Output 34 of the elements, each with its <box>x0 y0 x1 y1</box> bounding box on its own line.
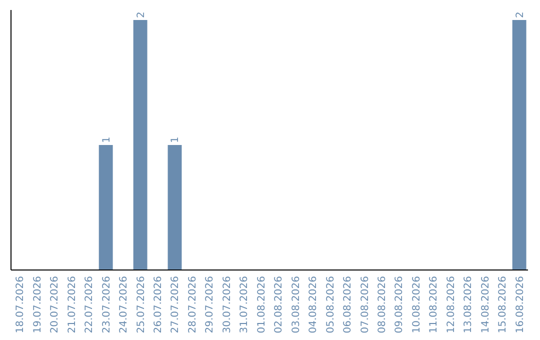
data-label: 1 <box>101 136 112 143</box>
x-tick-label: 27.07.2026 <box>170 276 182 334</box>
data-label: 2 <box>136 12 147 18</box>
x-tick-label: 02.08.2026 <box>274 276 285 334</box>
x-tick-label: 01.08.2026 <box>256 276 268 334</box>
x-tick-label: 30.07.2026 <box>222 276 233 334</box>
x-tick-label: 16.08.2026 <box>514 276 526 334</box>
data-label: 2 <box>514 12 526 18</box>
x-tick-label: 24.07.2026 <box>118 276 130 334</box>
x-tick-label: 18.07.2026 <box>15 276 26 334</box>
x-tick-label: 22.07.2026 <box>84 276 96 334</box>
data-label: 1 <box>170 136 182 143</box>
x-tick-label: 28.07.2026 <box>187 276 198 334</box>
x-tick-label: 12.08.2026 <box>446 276 457 334</box>
x-tick-label: 09.08.2026 <box>394 276 406 334</box>
x-tick-label: 21.07.2026 <box>66 276 78 334</box>
x-tick-label: 10.08.2026 <box>411 276 422 334</box>
x-tick-label: 15.08.2026 <box>498 276 509 334</box>
x-tick-label: 29.07.2026 <box>204 276 216 334</box>
x-tick-label: 06.08.2026 <box>342 276 354 334</box>
x-tick-label: 31.07.2026 <box>239 276 250 334</box>
x-tick-label: 25.07.2026 <box>136 276 147 334</box>
x-tick-label: 04.08.2026 <box>308 276 320 334</box>
x-tick-label: 08.08.2026 <box>376 276 388 334</box>
x-tick-label: 05.08.2026 <box>325 276 336 334</box>
x-tick-label: 14.08.2026 <box>480 276 492 334</box>
x-tick-label: 07.08.2026 <box>360 276 371 334</box>
x-tick-label: 13.08.2026 <box>463 276 474 334</box>
x-tick-label: 20.07.2026 <box>50 276 61 334</box>
x-tick-label: 19.07.2026 <box>32 276 44 334</box>
x-tick-label: 26.07.2026 <box>153 276 164 334</box>
x-tick-label: 03.08.2026 <box>290 276 302 334</box>
x-tick-label: 23.07.2026 <box>101 276 112 334</box>
x-tick-label: 11.08.2026 <box>428 276 440 334</box>
